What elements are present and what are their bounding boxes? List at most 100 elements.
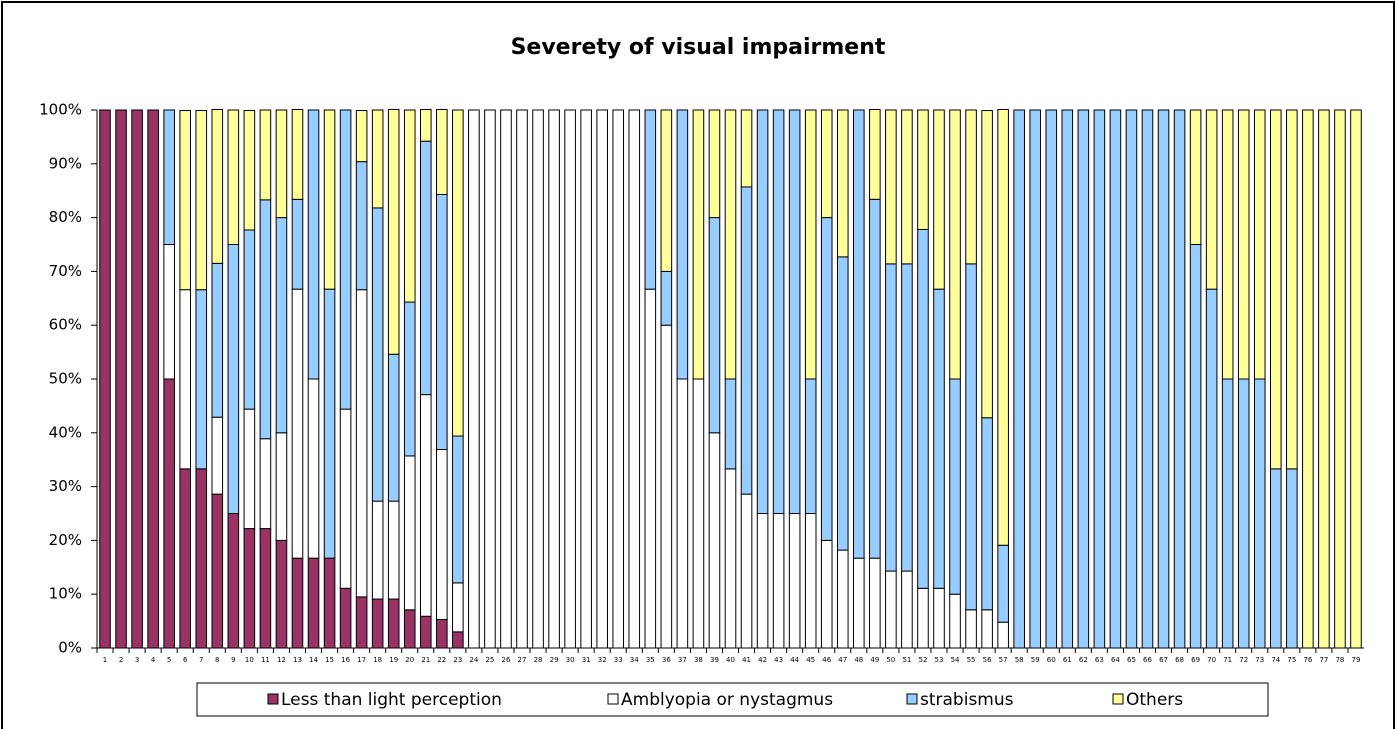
- bar-segment: [885, 263, 897, 572]
- x-tick-label: 66: [1143, 656, 1152, 664]
- bar-segment: [1125, 109, 1138, 649]
- bar-segment: [1109, 109, 1122, 649]
- bar-segment: [291, 557, 304, 649]
- legend-swatch: [607, 693, 619, 705]
- x-tick-label: 9: [231, 656, 235, 664]
- bar-segment: [275, 432, 288, 541]
- bar-segment: [1157, 109, 1170, 649]
- bar-segment: [1269, 468, 1282, 649]
- x-tick-label: 19: [389, 656, 398, 664]
- x-tick-label: 28: [534, 656, 543, 664]
- bar-segment: [548, 109, 560, 649]
- bar-segment: [724, 378, 737, 470]
- bar-segment: [1173, 109, 1186, 649]
- bar-segment: [788, 513, 801, 649]
- bar-segment: [147, 109, 159, 649]
- bar-segment: [452, 582, 464, 633]
- bar-segment: [403, 455, 416, 611]
- bar-segment: [997, 108, 1009, 546]
- legend-label: strabismus: [920, 690, 1014, 710]
- x-tick-label: 13: [293, 656, 302, 664]
- bar-segment: [1286, 468, 1298, 649]
- bar-segment: [836, 549, 849, 649]
- bar-segment: [885, 109, 897, 265]
- x-tick-label: 57: [999, 656, 1008, 664]
- bar-segment: [211, 493, 224, 649]
- bar-segment: [163, 109, 175, 245]
- bar-segment: [885, 570, 897, 649]
- bar-segment: [243, 408, 256, 530]
- bar-segment: [772, 109, 785, 514]
- x-tick-label: 15: [325, 656, 334, 664]
- x-tick-label: 23: [453, 656, 462, 664]
- x-tick-label: 77: [1319, 656, 1328, 664]
- bar-segment: [259, 528, 272, 649]
- bar-segment: [836, 256, 849, 551]
- bar-segment: [740, 109, 753, 188]
- x-tick-label: 65: [1127, 656, 1136, 664]
- bar-segment: [227, 109, 240, 245]
- bar-segment: [436, 108, 448, 195]
- bar-segment: [1350, 109, 1362, 649]
- bar-segment: [820, 539, 833, 649]
- bar-segment: [259, 199, 272, 440]
- bar-segment: [869, 557, 881, 649]
- x-tick-label: 1: [103, 656, 107, 664]
- bar-segment: [532, 109, 544, 649]
- bar-segment: [163, 378, 175, 649]
- bar-segment: [1029, 109, 1042, 649]
- x-tick-label: 3: [135, 656, 139, 664]
- bar-segment: [949, 593, 961, 649]
- legend-swatch: [267, 693, 279, 705]
- bar-segment: [692, 109, 705, 380]
- x-tick-label: 24: [469, 656, 478, 664]
- bar-segment: [227, 513, 240, 649]
- x-tick-label: 61: [1063, 656, 1072, 664]
- bar-segment: [933, 288, 945, 589]
- bar-segment: [965, 109, 977, 265]
- x-tick-label: 5: [167, 656, 171, 664]
- bar-segment: [323, 109, 336, 290]
- bar-segment: [419, 615, 432, 649]
- bar-segment: [259, 438, 272, 530]
- bar-segment: [419, 140, 432, 396]
- x-tick-label: 53: [935, 656, 944, 664]
- x-tick-label: 36: [662, 656, 671, 664]
- bar-segment: [371, 109, 384, 209]
- bar-segment: [740, 493, 753, 649]
- x-tick-label: 6: [183, 656, 188, 664]
- y-tick-label: 40%: [49, 423, 82, 441]
- bar-segment: [243, 528, 256, 649]
- x-tick-label: 69: [1191, 656, 1200, 664]
- x-tick-label: 22: [437, 656, 446, 664]
- x-tick-label: 38: [694, 656, 703, 664]
- bar-segment: [660, 324, 673, 649]
- bar-segment: [243, 110, 256, 231]
- bar-segment: [596, 109, 608, 649]
- x-tick-label: 55: [967, 656, 976, 664]
- bar-segment: [853, 109, 865, 559]
- bar-segment: [1302, 109, 1314, 649]
- bar-segment: [933, 587, 945, 649]
- x-tick-label: 52: [918, 656, 927, 664]
- bar-segment: [468, 109, 480, 649]
- x-tick-label: 74: [1271, 656, 1280, 664]
- x-tick-label: 29: [550, 656, 559, 664]
- bar-segment: [371, 598, 384, 649]
- bar-segment: [981, 417, 993, 611]
- bar-segment: [869, 198, 881, 559]
- x-tick-label: 39: [710, 656, 719, 664]
- bar-segment: [804, 513, 817, 649]
- bar-segment: [804, 378, 817, 514]
- bar-segment: [756, 109, 769, 514]
- bar-segment: [1205, 109, 1218, 290]
- bar-segment: [644, 109, 657, 290]
- bar-segment: [516, 109, 528, 649]
- bar-segment: [1221, 378, 1234, 649]
- bar-segment: [997, 621, 1009, 649]
- bar-segment: [387, 108, 400, 355]
- bar-segment: [419, 108, 432, 142]
- x-tick-label: 45: [806, 656, 815, 664]
- x-tick-label: 26: [502, 656, 511, 664]
- bar-segment: [275, 217, 288, 434]
